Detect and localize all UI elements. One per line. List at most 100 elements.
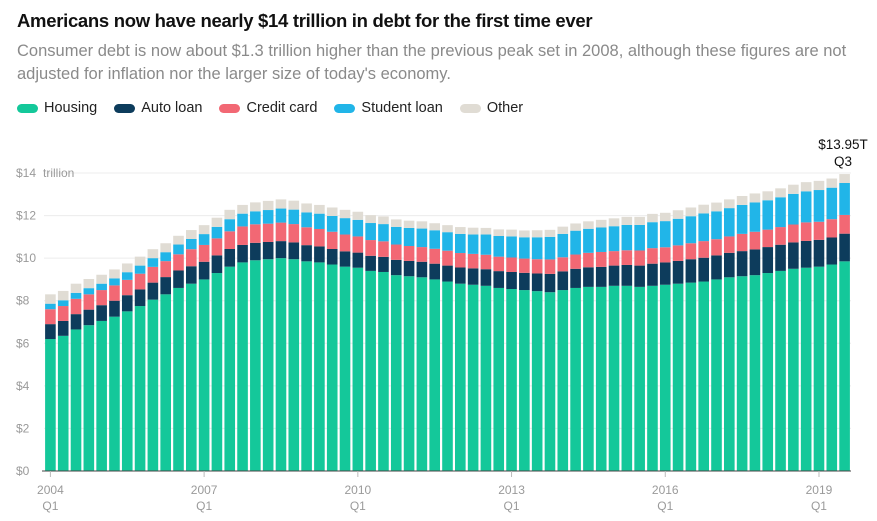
bar-segment-student-loan bbox=[390, 226, 402, 245]
bar-segment-housing bbox=[365, 270, 376, 471]
bar-segment-housing bbox=[160, 294, 171, 471]
bar-segment-auto-loan bbox=[800, 240, 812, 268]
bar-segment-credit-card bbox=[186, 249, 197, 267]
bar-segment-other bbox=[326, 207, 338, 216]
bar-segment-auto-loan bbox=[506, 271, 517, 290]
bar-segment-student-loan bbox=[237, 213, 248, 227]
bar-segment-student-loan bbox=[749, 202, 761, 232]
y-tick-label: $6 bbox=[16, 336, 30, 350]
bar-segment-housing bbox=[173, 287, 184, 471]
bar-segment-student-loan bbox=[455, 233, 466, 254]
bar-segment-other bbox=[455, 227, 466, 234]
bar-segment-other bbox=[365, 215, 376, 224]
bar-segment-credit-card bbox=[378, 241, 389, 257]
bar-segment-student-loan bbox=[416, 228, 428, 248]
bar-segment-auto-loan bbox=[429, 263, 440, 280]
bar-segment-housing bbox=[339, 266, 351, 471]
bar-segment-student-loan bbox=[250, 211, 261, 225]
bar-segment-auto-loan bbox=[186, 266, 197, 284]
bar-segment-auto-loan bbox=[57, 320, 69, 336]
bar-segment-other bbox=[237, 204, 248, 214]
bar-segment-other bbox=[301, 203, 312, 213]
bar-segment-student-loan bbox=[493, 236, 505, 257]
bar-segment-credit-card bbox=[121, 279, 133, 296]
bar-segment-other bbox=[608, 218, 620, 227]
bar-segment-housing bbox=[749, 275, 761, 471]
bar-segment-other bbox=[506, 229, 517, 237]
bar-segment-student-loan bbox=[96, 283, 107, 291]
bar-segment-student-loan bbox=[570, 230, 581, 255]
bar-segment-auto-loan bbox=[826, 237, 838, 265]
bar-segment-other bbox=[749, 193, 761, 203]
bar-segment-auto-loan bbox=[390, 259, 402, 276]
bar-segment-housing bbox=[467, 284, 479, 471]
bar-segment-other bbox=[698, 204, 709, 214]
bar-segment-credit-card bbox=[314, 228, 325, 247]
bar-segment-student-loan bbox=[198, 234, 210, 245]
bar-segment-auto-loan bbox=[583, 267, 594, 287]
bar-segment-student-loan bbox=[160, 252, 171, 262]
bar-segment-student-loan bbox=[211, 226, 223, 239]
bar-segment-student-loan bbox=[519, 237, 530, 259]
bar-segment-housing bbox=[70, 329, 82, 471]
x-tick-year: 2013 bbox=[498, 483, 525, 497]
bar-segment-student-loan bbox=[109, 278, 120, 286]
bar-segment-housing bbox=[83, 325, 95, 471]
bar-segment-other bbox=[224, 209, 236, 220]
bar-segment-credit-card bbox=[416, 247, 428, 262]
bar-segment-credit-card bbox=[826, 219, 838, 238]
bar-segment-credit-card bbox=[557, 257, 569, 272]
bar-segment-other bbox=[121, 263, 133, 273]
y-tick-label: $2 bbox=[16, 421, 30, 435]
bar-segment-other bbox=[275, 199, 287, 209]
bar-segment-other bbox=[45, 294, 56, 304]
bar-segment-housing bbox=[288, 259, 300, 471]
bar-segment-student-loan bbox=[647, 222, 658, 249]
bar-segment-other bbox=[57, 290, 69, 301]
bar-segment-housing bbox=[403, 276, 415, 471]
bar-segment-student-loan bbox=[595, 227, 607, 252]
bar-segment-housing bbox=[595, 286, 607, 471]
bar-segment-housing bbox=[800, 267, 812, 471]
bar-segment-credit-card bbox=[442, 250, 453, 266]
bar-segment-credit-card bbox=[621, 250, 633, 265]
bar-segment-other bbox=[583, 221, 594, 229]
bar-segment-housing bbox=[813, 266, 825, 471]
bar-segment-other bbox=[685, 207, 697, 217]
bar-segment-student-loan bbox=[724, 208, 735, 237]
bar-segment-auto-loan bbox=[749, 249, 761, 276]
legend-item-credit-card: Credit card bbox=[219, 100, 317, 116]
y-tick-label: $12 bbox=[16, 209, 36, 223]
bar-segment-other bbox=[211, 217, 223, 227]
bar-segment-auto-loan bbox=[288, 242, 300, 260]
bar-segment-housing bbox=[262, 259, 274, 471]
bar-segment-housing bbox=[429, 279, 440, 471]
bar-segment-housing bbox=[378, 271, 389, 471]
bar-segment-other bbox=[429, 223, 440, 231]
bar-segment-credit-card bbox=[672, 245, 684, 261]
bar-segment-auto-loan bbox=[711, 255, 722, 280]
bar-segment-credit-card bbox=[467, 253, 479, 269]
bar-segment-housing bbox=[301, 261, 312, 471]
bar-segment-housing bbox=[557, 290, 569, 471]
bar-segment-other bbox=[724, 199, 735, 209]
y-unit-label: trillion bbox=[43, 166, 74, 180]
bar-segment-credit-card bbox=[839, 214, 850, 234]
legend-item-student-loan: Student loan bbox=[334, 100, 443, 116]
legend-label-auto-loan: Auto loan bbox=[141, 100, 203, 116]
bar-segment-housing bbox=[531, 291, 543, 471]
bar-segment-housing bbox=[724, 277, 735, 471]
y-tick-label: $10 bbox=[16, 251, 36, 265]
bar-segment-auto-loan bbox=[685, 259, 697, 283]
legend-swatch-housing bbox=[17, 103, 38, 113]
bar-segment-credit-card bbox=[583, 252, 594, 268]
bar-segment-student-loan bbox=[685, 216, 697, 244]
bar-segment-auto-loan bbox=[762, 247, 774, 274]
bar-segment-other bbox=[493, 229, 505, 237]
bar-segment-other bbox=[352, 211, 364, 220]
bar-segment-auto-loan bbox=[442, 265, 453, 282]
bar-segment-credit-card bbox=[595, 251, 607, 267]
bar-segment-auto-loan bbox=[301, 245, 312, 262]
bar-segment-credit-card bbox=[250, 224, 261, 243]
